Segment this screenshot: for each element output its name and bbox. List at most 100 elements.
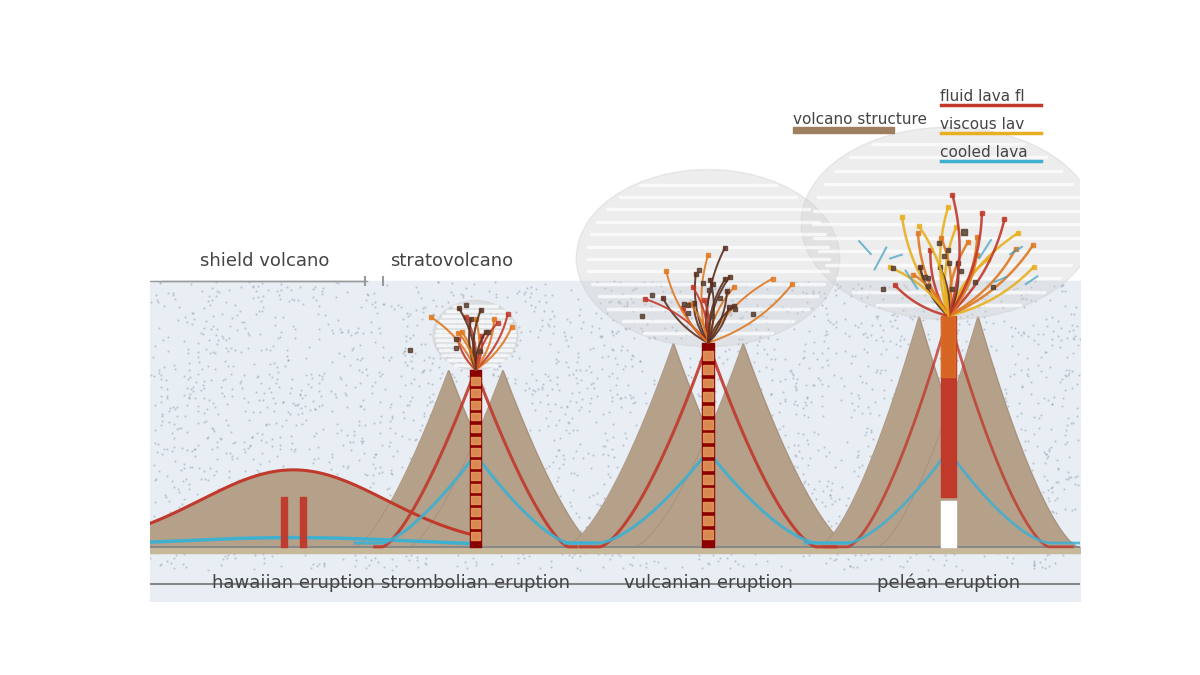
Point [349,454,368,465]
Point [1052,373,1072,384]
Point [700,497,719,508]
Point [608,326,628,337]
Point [245,514,264,525]
Point [162,510,181,521]
Point [434,349,454,360]
Point [497,292,516,302]
Point [880,466,899,477]
Point [889,463,908,474]
Point [709,373,728,384]
Point [197,316,216,327]
Point [142,520,161,531]
Point [881,336,900,347]
Point [706,448,725,458]
Point [362,299,382,310]
Point [863,384,882,395]
Point [307,561,326,572]
Point [454,292,473,302]
Point [371,416,390,427]
Point [444,405,463,416]
Point [235,317,254,327]
Point [698,417,718,428]
Point [637,558,656,568]
Point [958,315,977,326]
Point [176,400,196,410]
Point [258,527,277,538]
Point [1039,492,1058,503]
Point [510,455,529,466]
Point [238,397,257,408]
Point [953,480,972,491]
Point [259,528,278,539]
Point [304,292,323,302]
Point [702,436,721,447]
Point [180,365,199,376]
Point [787,290,806,300]
Point [642,315,661,325]
Point [568,470,587,481]
Point [506,307,526,318]
Point [509,553,528,564]
Point [263,434,282,445]
Point [452,365,472,376]
Point [952,499,971,510]
Point [164,441,184,452]
Point [172,498,191,509]
Point [259,456,278,466]
Point [968,288,988,299]
Point [560,501,580,512]
Point [1052,286,1072,297]
Point [666,411,685,422]
Point [442,286,461,297]
Point [556,334,575,345]
Point [366,448,385,459]
Point [892,292,911,303]
Point [290,508,310,519]
Point [924,475,943,485]
Point [1015,445,1034,456]
Point [254,553,274,564]
Point [475,311,494,322]
Point [193,363,212,374]
Point [643,403,662,414]
Point [666,535,685,545]
Point [594,440,613,451]
Point [799,549,818,560]
Point [388,535,407,545]
Point [616,360,635,371]
Point [672,426,691,437]
Point [1015,435,1034,446]
Point [379,355,398,366]
Point [654,397,673,408]
Point [395,346,414,356]
Point [1025,429,1044,439]
Point [376,383,395,394]
Point [737,338,756,349]
Point [326,479,346,490]
Point [598,308,617,319]
Point [530,296,550,306]
Point [486,404,505,415]
Point [306,295,325,306]
Point [848,322,868,333]
Point [884,308,904,319]
Point [799,412,818,423]
Point [1058,369,1078,380]
Ellipse shape [576,169,840,347]
Point [1012,329,1031,340]
Point [326,392,346,402]
Point [493,470,512,481]
Point [776,394,796,404]
Point [882,535,901,545]
Point [281,431,300,441]
Point [848,526,868,537]
Point [462,487,481,497]
Point [739,514,758,524]
Point [749,365,768,376]
Point [709,415,728,426]
Point [896,484,916,495]
Point [445,332,464,343]
Point [1025,560,1044,570]
Point [888,472,907,483]
Point [253,395,272,406]
